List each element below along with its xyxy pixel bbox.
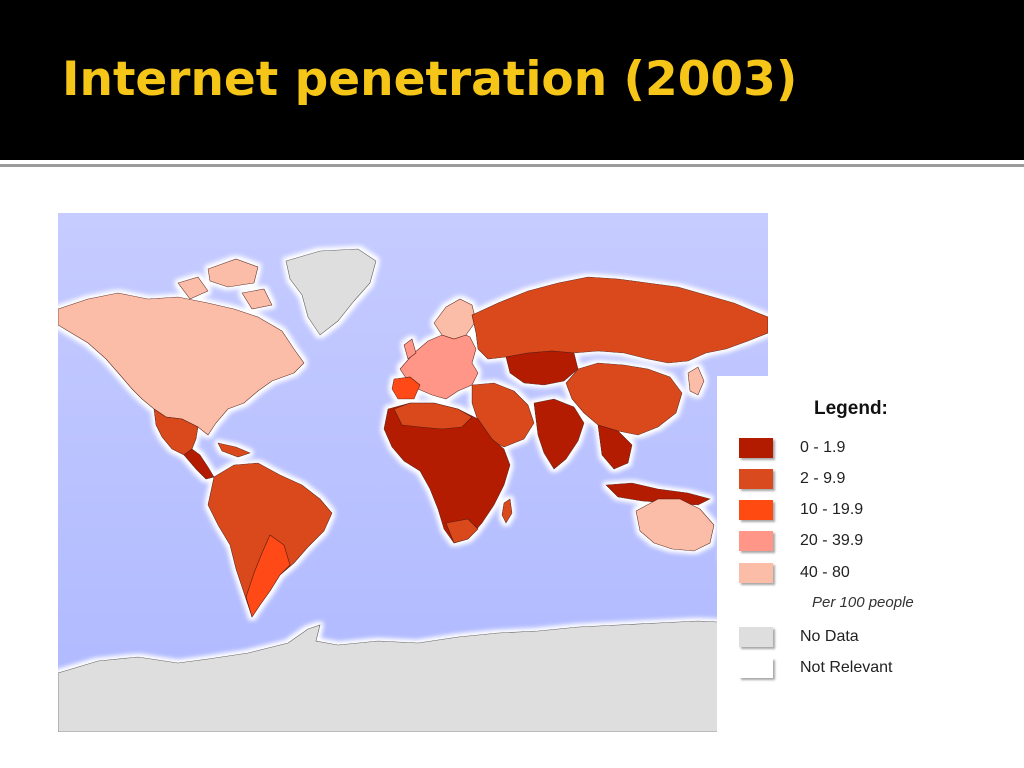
legend-swatch <box>739 563 773 583</box>
legend-swatch <box>739 627 773 647</box>
north-america <box>58 292 305 436</box>
legend-swatch <box>739 658 773 678</box>
australia <box>635 498 715 552</box>
legend-label: 10 - 19.9 <box>800 501 864 518</box>
greenland <box>285 248 377 336</box>
caribbean <box>217 442 251 458</box>
iberia <box>391 376 421 400</box>
legend-swatch <box>739 438 773 458</box>
legend-label: Not Relevant <box>800 659 893 676</box>
legend-item: No Data <box>739 627 959 649</box>
map-legend: Legend: 0 - 1.9 2 - 9.9 10 - 19.9 20 - 3… <box>717 376 967 732</box>
legend-label: 20 - 39.9 <box>800 532 864 549</box>
legend-swatch <box>739 500 773 520</box>
central-america <box>183 448 215 480</box>
legend-title: Legend: <box>814 398 888 419</box>
legend-label: 40 - 80 <box>800 564 850 581</box>
legend-item: 0 - 1.9 <box>739 438 959 460</box>
indonesia <box>605 482 711 506</box>
north-africa <box>393 402 473 430</box>
legend-item: Not Relevant <box>739 658 959 680</box>
legend-swatch <box>739 531 773 551</box>
legend-label: 0 - 1.9 <box>800 439 846 456</box>
world-map-svg <box>58 213 768 732</box>
africa <box>383 402 511 544</box>
legend-swatch <box>739 469 773 489</box>
south-africa <box>445 518 479 544</box>
europe <box>399 330 479 400</box>
title-bar: Internet penetration (2003) <box>0 0 1024 160</box>
arctic-islands <box>177 258 273 310</box>
madagascar <box>501 498 513 524</box>
central-asia <box>505 350 579 386</box>
legend-label: No Data <box>800 628 859 645</box>
legend-item: 20 - 39.9 <box>739 531 959 553</box>
argentina <box>245 534 291 618</box>
world-map <box>58 213 768 732</box>
legend-item: 10 - 19.9 <box>739 500 959 522</box>
slide-title: Internet penetration (2003) <box>62 52 798 107</box>
japan <box>687 366 705 396</box>
legend-item: 40 - 80 <box>739 563 959 585</box>
legend-item: 2 - 9.9 <box>739 469 959 491</box>
title-divider <box>0 164 1024 167</box>
legend-label: 2 - 9.9 <box>800 470 846 487</box>
uk <box>403 338 417 360</box>
middle-east <box>471 382 535 448</box>
legend-unit-note: Per 100 people <box>812 594 914 611</box>
india <box>533 398 585 470</box>
china <box>565 362 683 436</box>
southeast-asia <box>597 424 633 470</box>
